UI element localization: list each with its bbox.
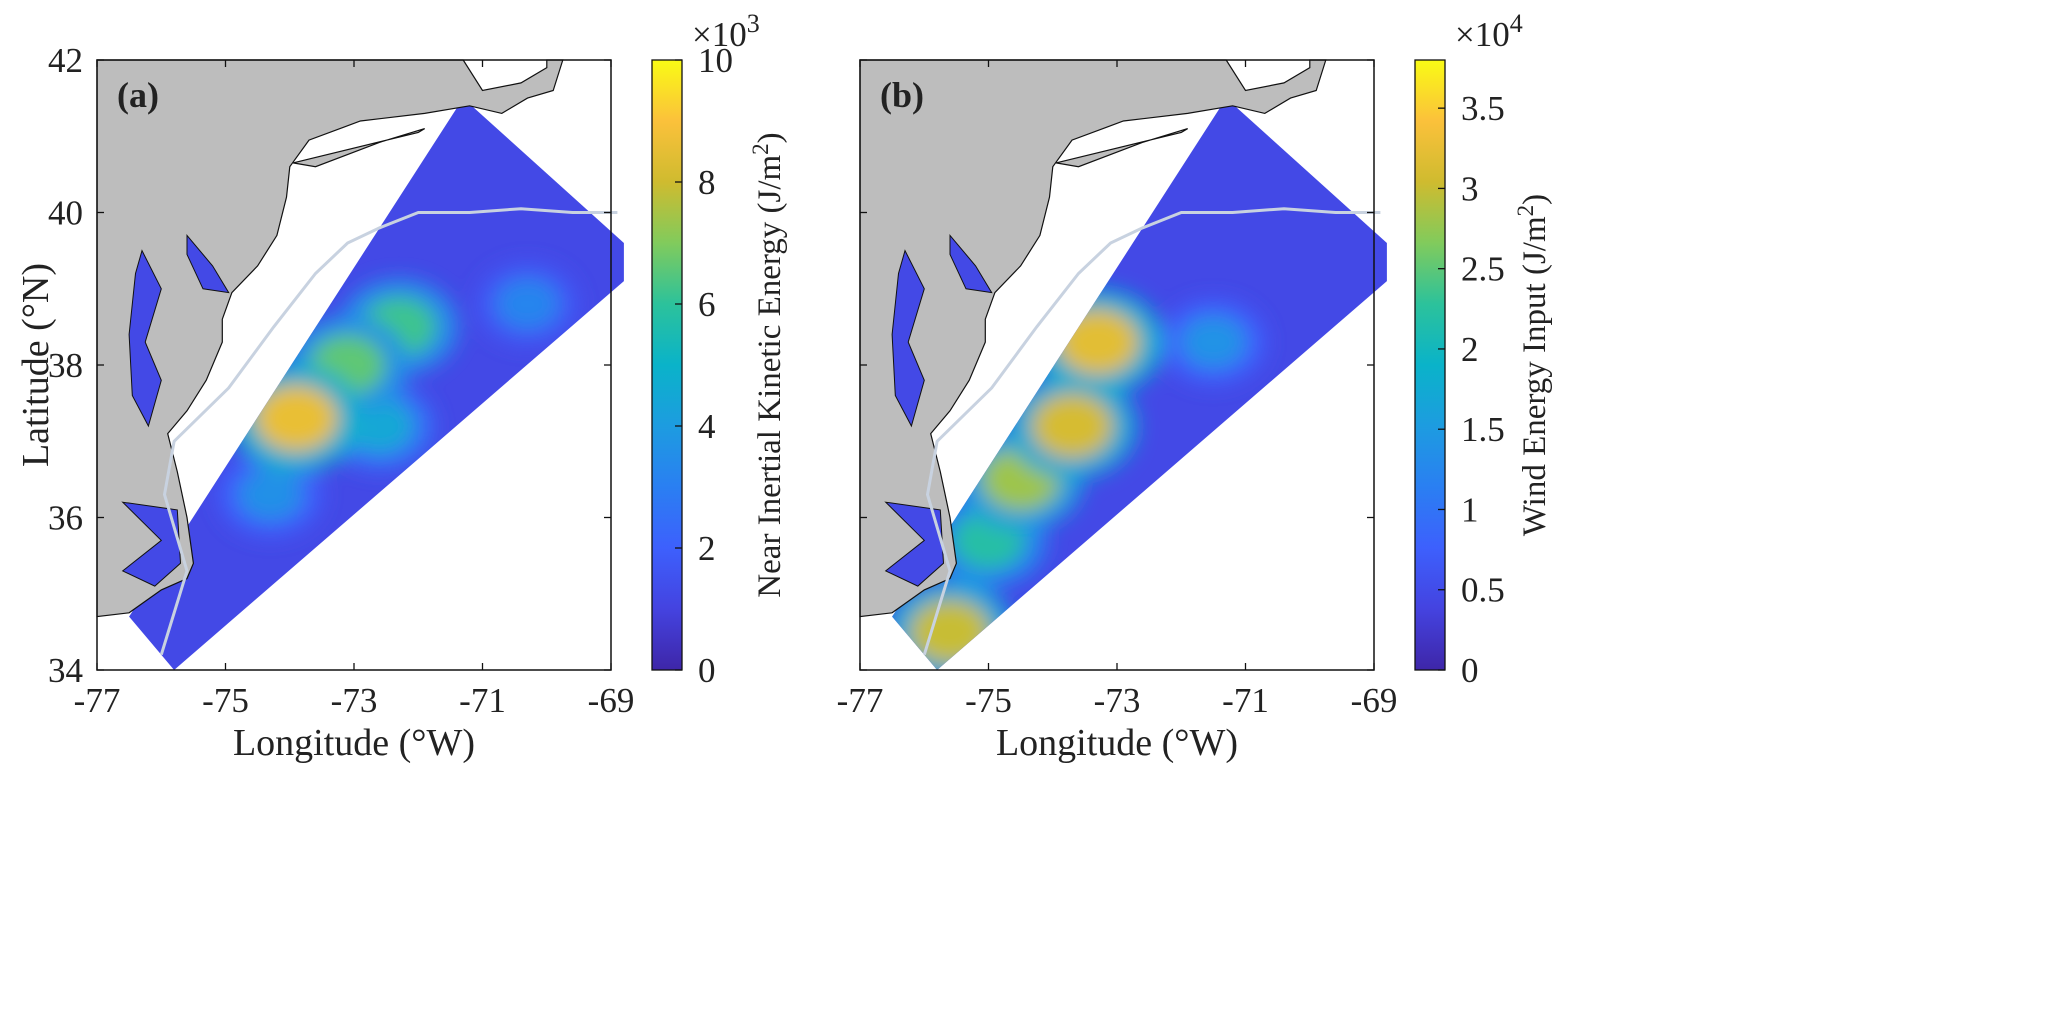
x-tick-label: -69 [588,681,635,720]
energy-hotspot [1180,316,1247,369]
colorbar-label-superscript: 2 [748,143,773,155]
x-tick-label: -73 [1094,681,1141,720]
panel-b: -77 -75 -73 -71 -69 Longitude (°W) (b) 0 0.5 1 1.5… [837,9,1553,764]
panel-label: (a) [117,75,159,115]
y-tick-label: 36 [48,499,83,538]
y-tick-label: 42 [48,41,83,80]
x-tick-label: -71 [459,681,506,720]
colorbar-tick-label: 2 [698,529,716,568]
y-tick-label: 38 [48,346,83,385]
colorbar-tick-label: 3 [1461,169,1479,208]
energy-field [218,262,579,537]
colorbar [651,59,683,671]
coastal-bay [891,249,925,428]
colorbar-label-tail: ) [1517,194,1553,205]
colorbar-multiplier-base: ×10 [1455,15,1510,54]
colorbar-tick-label: 0 [1461,651,1479,690]
energy-hotspot [237,468,303,521]
colorbar-label: Near Inertial Kinetic Energy (J/m2) [748,132,788,597]
colorbar-tick-label: 2.5 [1461,250,1505,289]
colorbar [1414,59,1446,671]
colorbar-multiplier-base: ×10 [692,15,747,54]
energy-hotspot [254,385,338,452]
colorbar-label: Wind Energy Input (J/m2) [1513,194,1553,536]
colorbar-tick-label: 6 [698,285,716,324]
colorbar-tick-label: 10 [698,41,733,80]
colorbar-tick-label: 4 [698,407,716,446]
energy-hotspot [1031,393,1113,459]
y-axis-label: Latitude (°N) [15,263,57,467]
coastal-bay [949,234,993,294]
long-island [1055,128,1189,168]
colorbar-tick-label: 0 [698,651,716,690]
x-axis-label: Longitude (°W) [996,722,1238,764]
x-tick-label: -77 [837,681,884,720]
y-tick-label: 40 [48,194,83,233]
colorbar-multiplier-exponent: 4 [1510,9,1523,38]
long-island [292,128,426,168]
colorbar-label-text: Wind Energy Input (J/m [1517,216,1553,536]
x-axis-label: Longitude (°W) [233,722,475,764]
colorbar-multiplier-exponent: 3 [747,9,760,38]
energy-hotspot [495,278,560,330]
x-tick-label: -75 [202,681,249,720]
colorbar-label-superscript: 2 [1513,205,1538,217]
colorbar-tick-label: 2 [1461,330,1479,369]
panel-label: (b) [880,75,924,115]
y-tick-label: 34 [48,651,83,690]
shelf-break-contour [922,207,1381,656]
colorbar-multiplier: ×104 [1455,9,1523,54]
coastal-bay [121,501,182,587]
coastal-bay [884,501,945,587]
x-tick-label: -77 [74,681,121,720]
x-tick-label: -73 [331,681,378,720]
coastal-bay [128,249,162,428]
x-tick-label: -69 [1351,681,1398,720]
coastal-bay [186,234,230,294]
x-tick-label: -71 [1222,681,1269,720]
colorbar-tick-label: 1.5 [1461,410,1505,449]
colorbar-label-text: Near Inertial Kinetic Energy (J/m [752,154,788,597]
colorbar-tick-label: 3.5 [1461,89,1505,128]
colorbar-multiplier: ×103 [692,9,760,54]
colorbar-tick-label: 0.5 [1461,571,1505,610]
colorbar-label-tail: ) [752,132,788,143]
colorbar-tick-label: 1 [1461,490,1479,529]
x-tick-label: -75 [965,681,1012,720]
colorbar-tick-label: 8 [698,163,716,202]
shelf-break-contour [159,207,618,656]
